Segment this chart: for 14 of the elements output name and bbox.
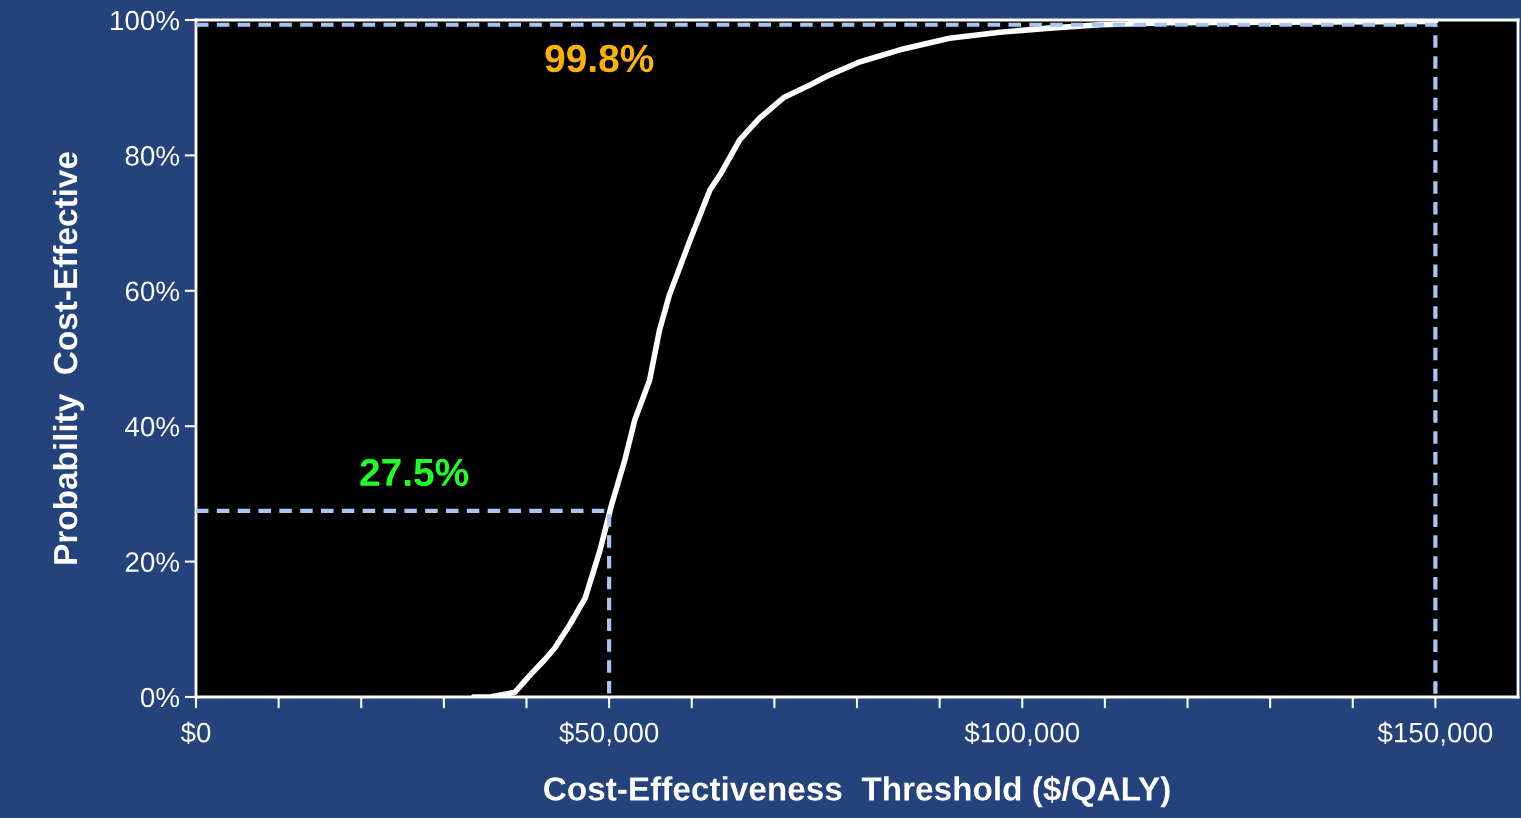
y-axis-title: Probability Cost-Effective [52,152,84,564]
y-tick-label: 0% [140,687,180,708]
y-tick-label: 100% [111,10,180,31]
y-tick-label: 80% [125,146,180,166]
x-tick-label: $0 [180,721,211,745]
y-tick-label: 60% [125,281,180,302]
y-tick-label: 20% [125,552,180,572]
x-tick-label: $50,000 [559,721,659,746]
annotation: 27.5% [360,458,469,487]
x-tick-label: $150,000 [1377,721,1493,746]
y-tick-label: 40% [125,416,180,437]
x-axis-title: Cost-Effectiveness Threshold ($/QALY) [544,775,1170,808]
annotation: 99.8% [545,44,654,73]
x-tick-label: $100,000 [964,721,1080,746]
